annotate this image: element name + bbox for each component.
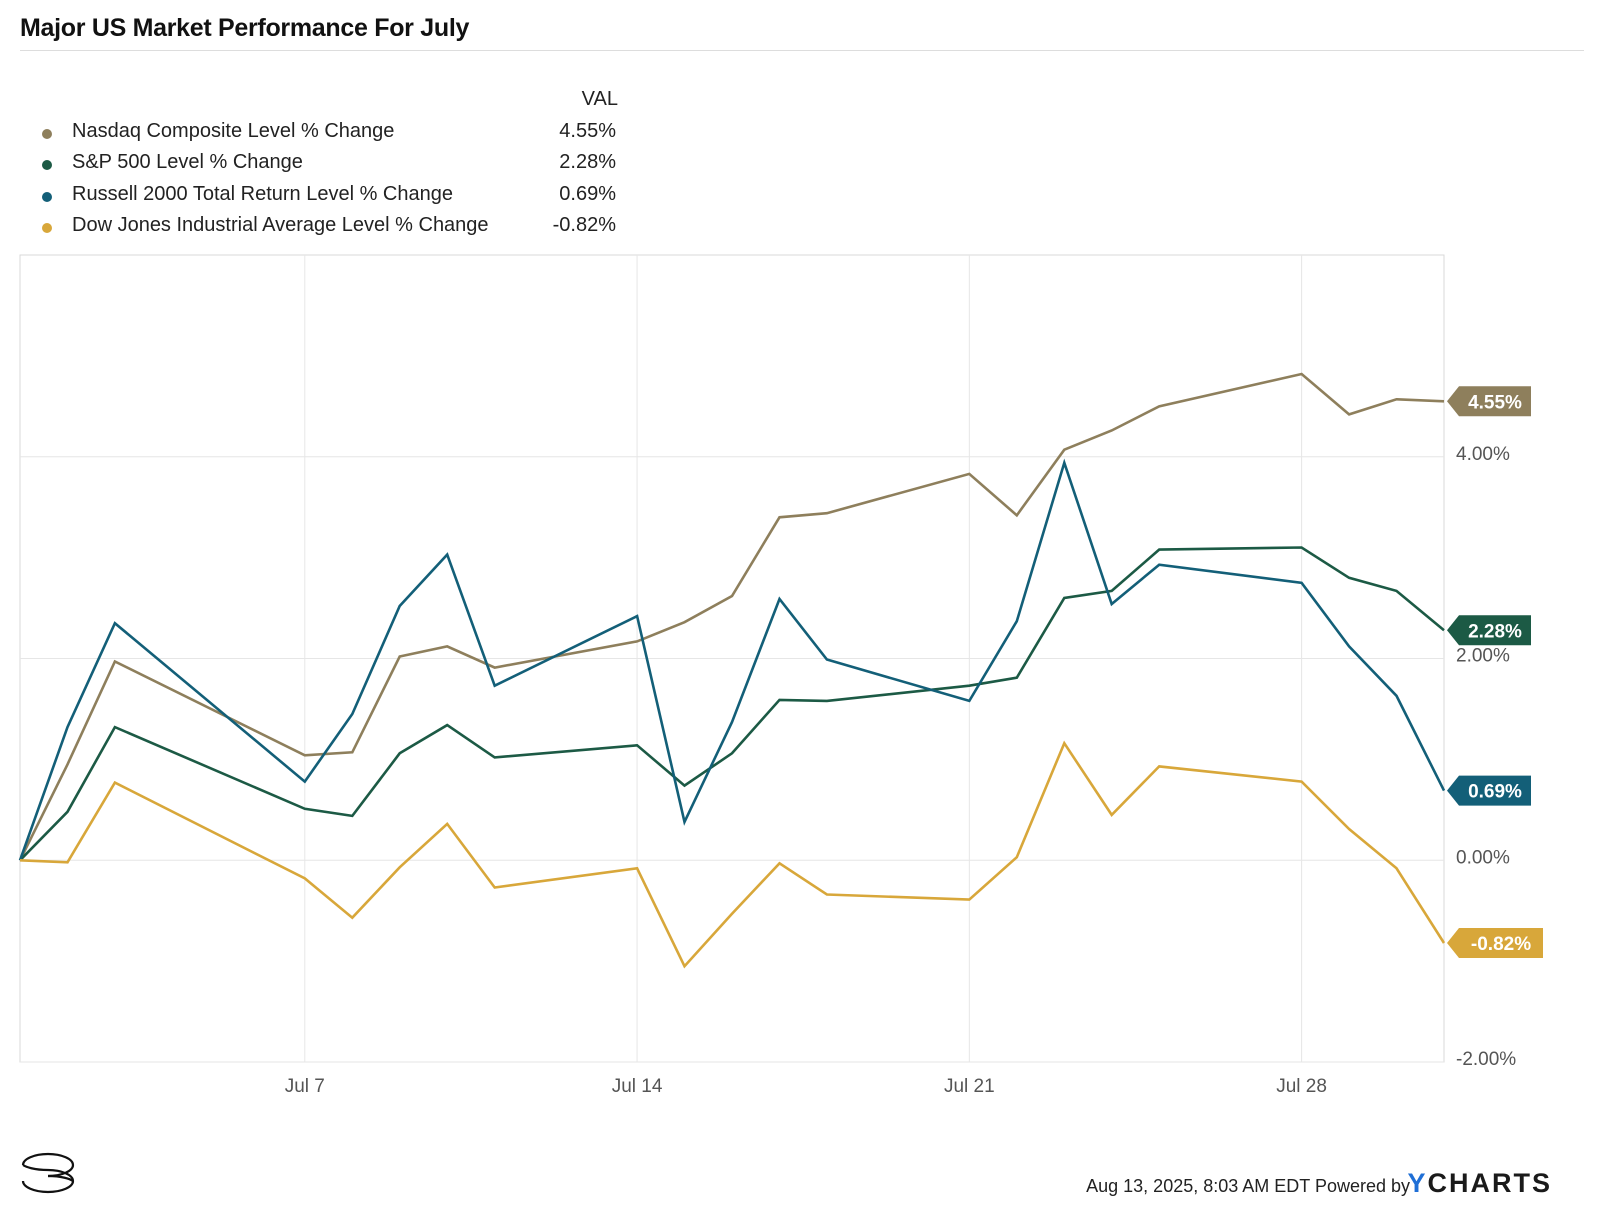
x-tick-label: Jul 7 — [285, 1076, 325, 1097]
x-tick-label: Jul 28 — [1276, 1076, 1327, 1097]
y-tick-label: 2.00% — [1456, 646, 1510, 667]
series-line-sp500 — [19, 546, 1445, 862]
legend-item-sp500[interactable]: S&P 500 Level % Change 2.28% — [38, 149, 628, 179]
legend-item-dow[interactable]: Dow Jones Industrial Average Level % Cha… — [38, 212, 628, 242]
legend-item-nasdaq[interactable]: Nasdaq Composite Level % Change 4.55% — [38, 118, 628, 148]
legend-dot-dow — [42, 223, 52, 233]
end-label-nasdaq: 4.55% — [1468, 392, 1522, 413]
legend-dot-sp500 — [42, 160, 52, 170]
end-label-tag-russell — [1447, 775, 1531, 806]
end-label-russell: 0.69% — [1468, 782, 1522, 803]
end-label-tag-dow — [1447, 927, 1543, 958]
end-label-tag-sp500 — [1447, 615, 1531, 646]
x-tick-label: Jul 21 — [944, 1076, 995, 1097]
legend-label-russell: Russell 2000 Total Return Level % Change — [72, 183, 453, 205]
chart-title: Major US Market Performance For July — [20, 14, 470, 42]
line-chart: 4.00% 2.00% 0.00% -2.00% Jul 7 Jul 14 Jul 21 Ju… — [18, 254, 1543, 1097]
legend-dot-nasdaq — [42, 129, 52, 139]
end-label-dow: -0.82% — [1471, 934, 1531, 955]
brand-y: Y — [1407, 1168, 1428, 1198]
legend-value-dow: -0.82% — [552, 214, 616, 236]
company-logo-icon — [18, 1152, 75, 1194]
legend-label-nasdaq: Nasdaq Composite Level % Change — [72, 120, 395, 142]
end-label-tag-nasdaq — [1447, 386, 1531, 417]
series-line-russell — [18, 458, 1446, 861]
title-divider — [20, 50, 1584, 51]
series-line-dow — [19, 740, 1446, 969]
legend-label-dow: Dow Jones Industrial Average Level % Cha… — [72, 214, 489, 236]
footer-timestamp: Aug 13, 2025, 8:03 AM EDT Powered by — [1086, 1176, 1410, 1196]
legend-label-sp500: S&P 500 Level % Change — [72, 151, 303, 173]
legend-value-nasdaq: 4.55% — [559, 120, 616, 142]
legend-value-russell: 0.69% — [559, 183, 616, 205]
legend-dot-russell — [42, 192, 52, 202]
legend-header-val: VAL — [581, 88, 618, 110]
y-tick-label: -2.00% — [1456, 1049, 1516, 1070]
legend-item-russell[interactable]: Russell 2000 Total Return Level % Change… — [38, 181, 628, 211]
y-tick-label: 0.00% — [1456, 847, 1510, 868]
end-label-sp500: 2.28% — [1468, 621, 1522, 642]
series-line-nasdaq — [18, 372, 1445, 861]
legend-value-sp500: 2.28% — [559, 151, 616, 173]
ycharts-brand[interactable]: YCHARTS — [1407, 1168, 1552, 1199]
x-tick-label: Jul 14 — [612, 1076, 663, 1097]
y-tick-label: 4.00% — [1456, 444, 1510, 465]
brand-rest: CHARTS — [1427, 1168, 1552, 1198]
